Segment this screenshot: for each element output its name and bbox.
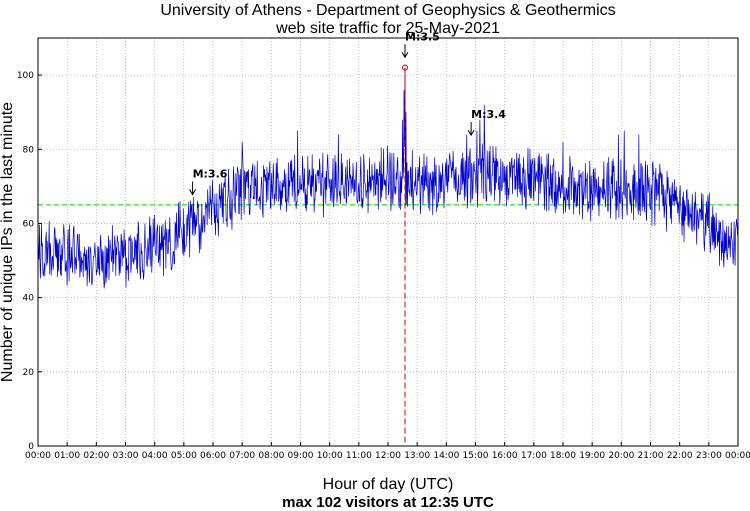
x-tick-label: 18:00 <box>550 451 576 461</box>
x-tick-label: 09:00 <box>288 451 314 461</box>
x-tick-label: 22:00 <box>667 451 693 461</box>
x-tick-label: 01:00 <box>54 451 80 461</box>
x-tick-label: 10:00 <box>317 451 343 461</box>
x-tick-label: 14:00 <box>433 451 459 461</box>
x-tick-label: 12:00 <box>375 451 401 461</box>
y-tick-label: 0 <box>28 442 34 452</box>
x-tick-label: 00:00 <box>25 451 51 461</box>
x-tick-label: 13:00 <box>404 451 430 461</box>
x-tick-label: 21:00 <box>638 451 664 461</box>
earthquake-label: M:3.5 <box>405 30 440 43</box>
x-tick-label: 07:00 <box>229 451 255 461</box>
x-tick-labels: 00:00 01:00 02:00 03:00 04:00 05:00 06:00 07:00… <box>25 451 750 461</box>
y-tick-label: 60 <box>23 219 35 229</box>
y-tick-label: 20 <box>23 368 35 378</box>
y-tick-label: 100 <box>17 71 34 81</box>
earthquake-arrow-head <box>189 189 197 196</box>
x-tick-label: 15:00 <box>463 451 489 461</box>
chart-title: University of Athens - Department of Geo… <box>160 2 615 19</box>
traffic-series-line <box>37 67 738 289</box>
x-tick-label: 19:00 <box>579 451 605 461</box>
earthquake-arrow-head <box>467 129 475 137</box>
x-tick-label: 20:00 <box>608 451 634 461</box>
chart-subtitle: web site traffic for 25-May-2021 <box>275 20 500 37</box>
x-axis-label: Hour of day (UTC) <box>323 476 454 493</box>
marker-layer <box>402 64 409 446</box>
x-tick-label: 05:00 <box>171 451 197 461</box>
plot-frame <box>37 37 739 447</box>
x-tick-label: 04:00 <box>142 451 168 461</box>
x-tick-label: 08:00 <box>258 451 284 461</box>
earthquake-annotations: M:3.6 M:3.5 M:3.4 <box>189 30 506 196</box>
x-tick-label: 17:00 <box>521 451 547 461</box>
y-tick-labels: 0 20 40 60 80 100 <box>17 71 34 452</box>
x-tick-label: 16:00 <box>492 451 518 461</box>
x-tick-label: 11:00 <box>346 451 372 461</box>
earthquake-label: M:3.6 <box>193 167 228 180</box>
x-tick-label: 03:00 <box>113 451 139 461</box>
series-layer <box>37 67 738 289</box>
y-axis-label: Number of unique IPs in the last minute <box>0 102 16 382</box>
y-tick-label: 40 <box>23 294 35 304</box>
x-tick-label: 02:00 <box>83 451 109 461</box>
y-tick-label: 80 <box>23 145 35 155</box>
earthquake-arrow-head <box>401 51 409 59</box>
grid-layer <box>37 38 739 447</box>
chart-footer: max 102 visitors at 12:35 UTC <box>282 494 494 511</box>
max-point-marker <box>402 64 409 71</box>
earthquake-label: M:3.4 <box>471 108 506 121</box>
x-tick-label: 00:00 <box>725 451 750 461</box>
x-tick-label: 23:00 <box>696 451 722 461</box>
x-tick-label: 06:00 <box>200 451 226 461</box>
